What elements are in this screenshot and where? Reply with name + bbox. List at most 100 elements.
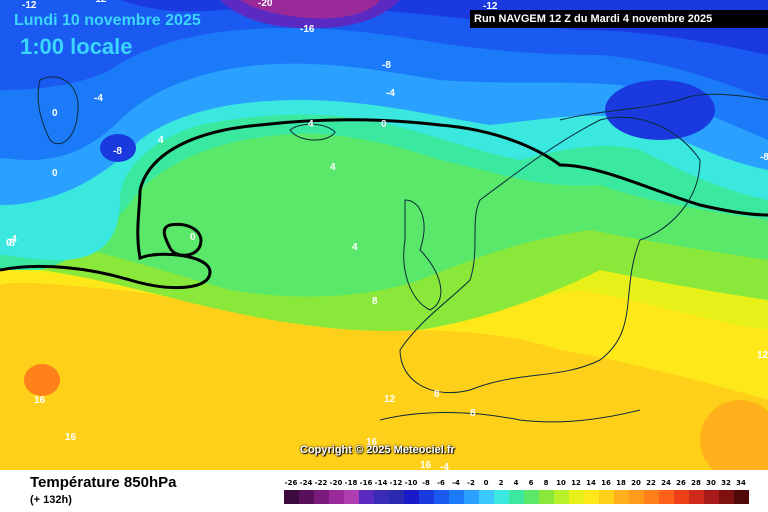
warm-zone-east (700, 400, 768, 470)
legend-swatch (359, 490, 374, 504)
legend-value: 30 (706, 479, 716, 487)
isotherm-label: 16 (420, 460, 432, 470)
legend-swatch (719, 490, 734, 504)
legend-value: -6 (437, 479, 445, 487)
cold-core-greenland (100, 134, 136, 162)
legend-value: -12 (389, 479, 403, 487)
legend-value: 6 (528, 479, 534, 487)
isotherm-label: -4 (94, 93, 103, 104)
legend-swatch (449, 490, 464, 504)
isotherm-label: 16 (366, 437, 378, 448)
legend-value: 22 (646, 479, 656, 487)
legend-swatch (584, 490, 599, 504)
isotherm-label: 0 (381, 119, 387, 130)
legend-value: 34 (736, 479, 746, 487)
isotherm-label: -8 (6, 238, 15, 249)
legend-value: 20 (631, 479, 641, 487)
legend-value: 32 (721, 479, 731, 487)
legend-value: -10 (404, 479, 418, 487)
valid-time: 1:00 locale (20, 34, 133, 59)
isotherm-label: -8 (113, 146, 122, 157)
legend-swatch (509, 490, 524, 504)
legend-swatch (614, 490, 629, 504)
isotherm-label: -12 (22, 0, 37, 11)
scandinavia-coast (559, 93, 768, 121)
isotherm-label: -16 (300, 24, 315, 35)
legend-swatch (344, 490, 359, 504)
legend-value: 26 (676, 479, 686, 487)
isotherm-label: 8 (434, 389, 440, 400)
legend-swatch (329, 490, 344, 504)
europe-coast (399, 116, 701, 394)
legend-swatch (284, 490, 299, 504)
legend-swatch (674, 490, 689, 504)
legend-swatch (479, 490, 494, 504)
band-neg20 (240, 0, 380, 19)
legend-value: 18 (616, 479, 626, 487)
legend-swatch (569, 490, 584, 504)
isotherm-zero-west (0, 189, 212, 290)
copyright-notice: Copyright © 2025 Meteociel.fr (300, 444, 455, 456)
north-africa-coast (379, 409, 641, 423)
legend-value: 2 (498, 479, 504, 487)
isotherm-label: -20 (258, 0, 273, 9)
warm-spot-atlantic (24, 364, 60, 396)
temperature-field: -20-12-12-16-12-8-4-400-840-444-800-4481… (0, 0, 768, 470)
legend-swatch (629, 490, 644, 504)
model-run-info: Run NAVGEM 12 Z du Mardi 4 novembre 2025 (470, 10, 768, 28)
legend-value: -20 (329, 479, 343, 487)
iceland-coast (289, 123, 336, 141)
legend-swatch (704, 490, 719, 504)
legend-swatch (689, 490, 704, 504)
legend-value: 10 (556, 479, 566, 487)
isotherm-label: 12 (757, 350, 768, 361)
legend-value: 12 (571, 479, 581, 487)
legend-swatch (659, 490, 674, 504)
legend-value: -22 (314, 479, 328, 487)
isotherm-label: -4 (440, 462, 449, 470)
isotherm-label: 8 (372, 296, 378, 307)
greenland-coast (37, 76, 79, 145)
isotherm-label: 0 (190, 232, 196, 243)
legend-value: -4 (452, 479, 460, 487)
legend-value: 24 (661, 479, 671, 487)
legend-swatch (494, 490, 509, 504)
weather-map: -20-12-12-16-12-8-4-400-840-444-800-4481… (0, 0, 768, 470)
legend-swatch (464, 490, 479, 504)
legend-value: -16 (359, 479, 373, 487)
isotherm-zero-loop (162, 222, 203, 257)
legend-swatch (314, 490, 329, 504)
legend-value: -8 (422, 479, 430, 487)
isotherm-label: -4 (386, 88, 395, 99)
isotherm-label: 0 (6, 238, 12, 249)
isotherm-label: 4 (352, 242, 358, 253)
legend-swatch (644, 490, 659, 504)
legend-swatch (524, 490, 539, 504)
legend-swatch (599, 490, 614, 504)
cold-core-scandinavia (605, 80, 715, 140)
legend-value: -2 (467, 479, 475, 487)
isotherm-label: 4 (308, 119, 314, 130)
isotherm-label: -8 (760, 152, 768, 163)
legend-value: 4 (513, 479, 519, 487)
legend-value: -14 (374, 479, 388, 487)
british-isles-coast (403, 199, 442, 311)
isotherm-label: -4 (8, 234, 17, 245)
isotherm-label: 4 (158, 135, 164, 146)
valid-date: Lundi 10 novembre 2025 (14, 12, 201, 29)
legend-value: -26 (284, 479, 298, 487)
legend-swatch (554, 490, 569, 504)
warm-zone-med (440, 415, 680, 470)
legend-value: -18 (344, 479, 358, 487)
parameter-title: Température 850hPa (30, 474, 177, 491)
legend-swatch (419, 490, 434, 504)
isotherm-label: -12 (483, 1, 498, 12)
isotherm-label: 0 (52, 168, 58, 179)
isotherm-label: 12 (384, 394, 396, 405)
legend-value: 28 (691, 479, 701, 487)
isotherm-label: 8 (470, 408, 476, 419)
isotherm-label: 16 (34, 395, 46, 406)
legend-swatch (539, 490, 554, 504)
isotherm-label: 16 (65, 432, 77, 443)
legend-swatch (374, 490, 389, 504)
